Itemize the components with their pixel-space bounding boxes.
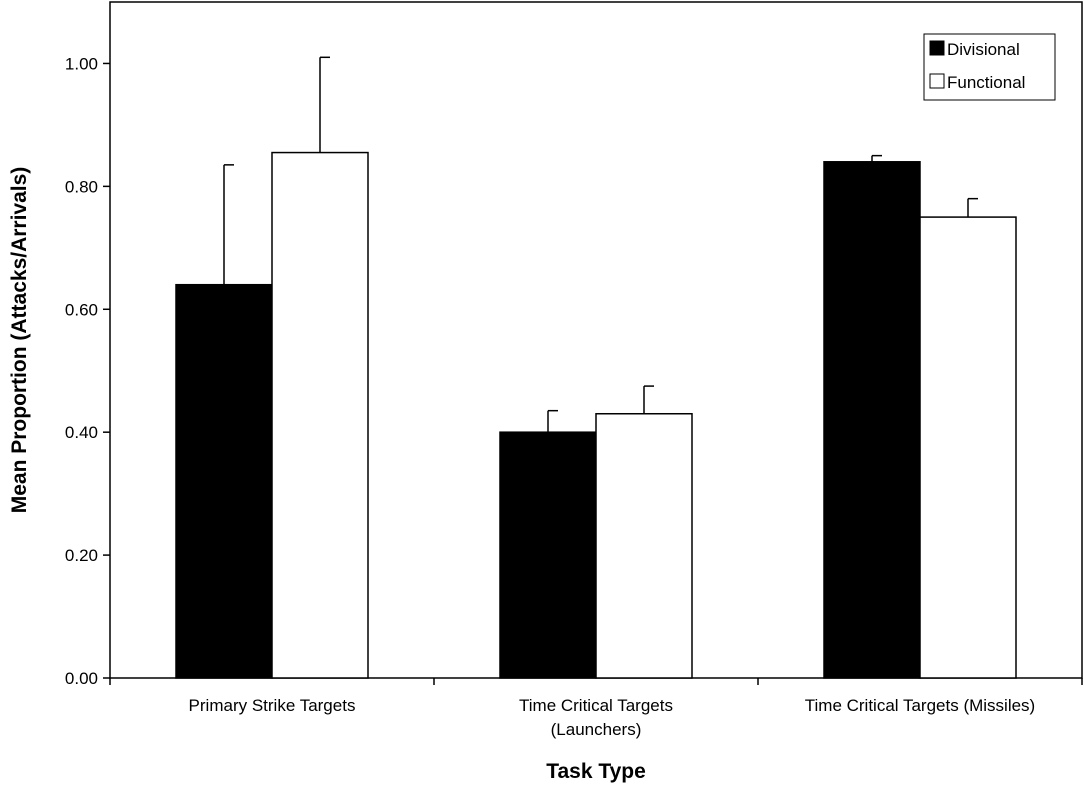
bar-functional: [271, 151, 369, 679]
x-axis-title: Task Type: [546, 760, 646, 783]
bar-divisional: [499, 431, 597, 679]
y-tick-label: 0.40: [65, 423, 98, 442]
y-tick-label: 0.60: [65, 300, 98, 319]
y-tick-label: 0.20: [65, 546, 98, 565]
bar-divisional: [175, 283, 273, 679]
legend: Divisional Functional: [923, 33, 1056, 101]
error-bars: [223, 56, 978, 433]
y-axis-title: Mean Proportion (Attacks/Arrivals): [8, 167, 31, 514]
x-category-label: (Launchers): [551, 720, 642, 739]
legend-label-functional: Functional: [947, 73, 1025, 92]
bars: [175, 151, 1017, 679]
legend-swatch-divisional: [929, 40, 945, 56]
bar-divisional: [823, 161, 921, 679]
x-axis: [109, 678, 1083, 685]
legend-label-divisional: Divisional: [947, 40, 1020, 59]
y-axis: 0.00 0.20 0.40 0.60 0.80 1.00: [65, 54, 110, 688]
bar-functional: [919, 216, 1017, 679]
x-category-label: Time Critical Targets: [519, 696, 673, 715]
legend-swatch-functional: [929, 73, 945, 89]
y-tick-label: 1.00: [65, 54, 98, 73]
bar-functional: [595, 412, 693, 679]
y-tick-label: 0.80: [65, 177, 98, 196]
legend-box: [923, 33, 1056, 101]
y-tick-label: 0.00: [65, 669, 98, 688]
category-labels: Primary Strike Targets Time Critical Targ…: [189, 696, 1036, 739]
x-category-label: Time Critical Targets (Missiles): [805, 696, 1035, 715]
x-category-label: Primary Strike Targets: [189, 696, 356, 715]
